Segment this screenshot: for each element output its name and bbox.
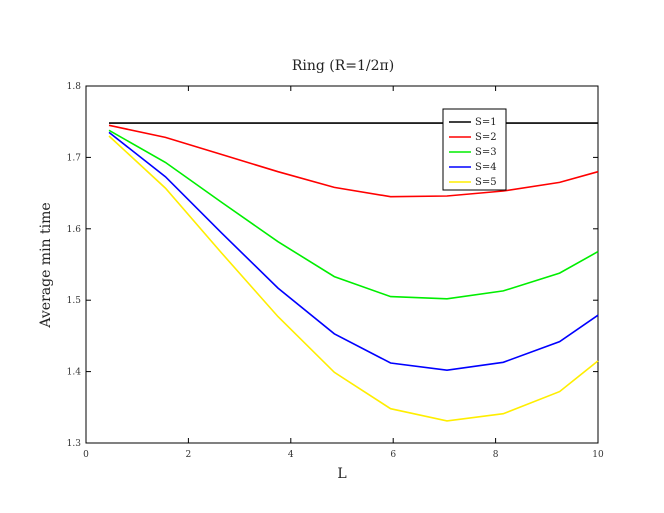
- chart-title: Ring (R=1/2π): [292, 58, 394, 74]
- y-tick-label: 1.8: [67, 82, 82, 92]
- legend-label-s1: S=1: [475, 117, 497, 128]
- y-axis-label: Average min time: [38, 202, 54, 328]
- x-tick-label: 0: [83, 450, 89, 460]
- x-tick-label: 6: [390, 450, 396, 460]
- y-tick-label: 1.5: [67, 296, 82, 306]
- x-tick-label: 4: [288, 450, 294, 460]
- series-line-s5: [108, 135, 599, 422]
- y-tick-label: 1.4: [67, 368, 82, 378]
- y-tick-label: 1.6: [67, 225, 82, 235]
- series-layer: [108, 122, 599, 422]
- y-tick-label: 1.7: [67, 153, 82, 163]
- axis-ticks: 0 2 4 6 8 10 1.3 1.4 1.5 1.6 1.7 1.8: [67, 82, 604, 460]
- legend-label-s4: S=4: [475, 162, 497, 173]
- x-tick-label: 8: [493, 450, 499, 460]
- x-tick-label: 2: [186, 450, 192, 460]
- legend-label-s3: S=3: [475, 147, 497, 158]
- x-axis-label: L: [337, 466, 346, 482]
- legend-label-s5: S=5: [475, 177, 497, 188]
- series-line-s2: [108, 124, 599, 198]
- plot-frame: [85, 85, 599, 444]
- x-tick-label: 10: [592, 450, 604, 460]
- series-line-s4: [108, 131, 599, 372]
- legend-label-s2: S=2: [475, 132, 497, 143]
- series-line-s3: [108, 129, 599, 300]
- y-tick-label: 1.3: [67, 439, 82, 449]
- legend: S=1 S=2 S=3 S=4 S=5: [442, 108, 507, 191]
